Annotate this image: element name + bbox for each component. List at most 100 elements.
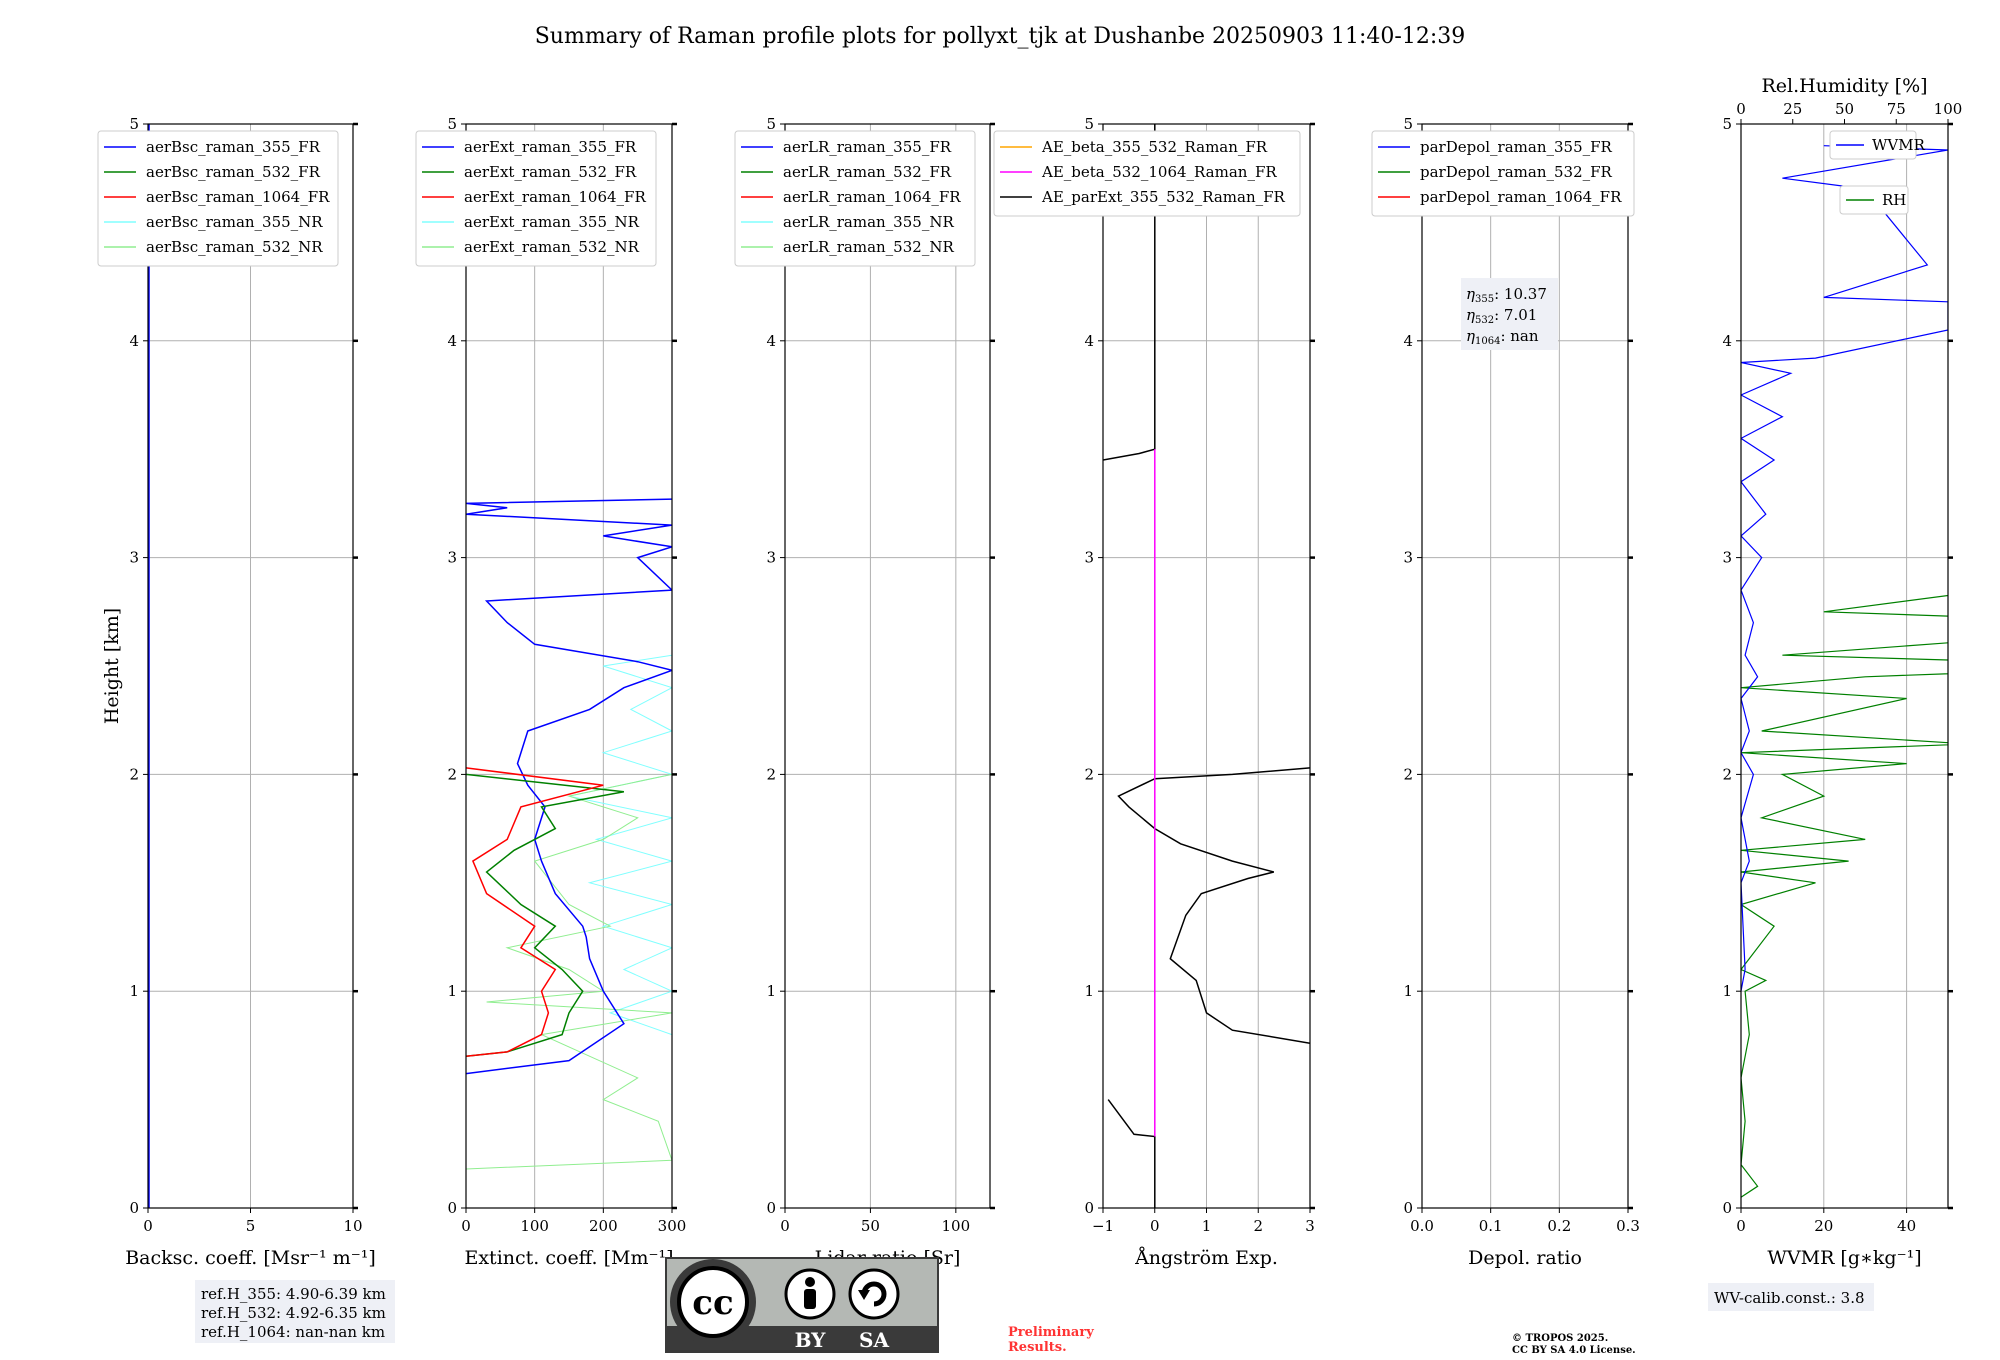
- y-tick-label: 4: [447, 332, 457, 350]
- legend-label: AE_beta_532_1064_Raman_FR: [1041, 163, 1277, 181]
- wv-calib-box: [1708, 1283, 1874, 1311]
- depol-annotation-box: [1461, 278, 1558, 350]
- x-tick-label: 200: [589, 1217, 618, 1235]
- y-tick-label: 2: [1084, 765, 1094, 783]
- cc-logo-text: cc: [692, 1283, 733, 1323]
- x-tick-label: 10: [343, 1217, 362, 1235]
- preliminary-line-1: Preliminary: [1008, 1325, 1094, 1340]
- legend-box: [1829, 130, 1917, 160]
- x-tick-label: 0.0: [1410, 1217, 1434, 1235]
- series-AE_parExt_355_532_Raman_FR: [1117, 767, 1310, 1044]
- x-tick-label: 2: [1253, 1217, 1263, 1235]
- wv-calib-const: WV-calib.const.: 3.8: [1714, 1289, 1865, 1307]
- x-tick-label: 0: [1150, 1217, 1160, 1235]
- by-person-body: [804, 1289, 816, 1309]
- y-tick-label: 0: [766, 1199, 776, 1217]
- y-tick-label: 1: [1722, 982, 1732, 1000]
- x-tick-label: 5: [246, 1217, 256, 1235]
- sa-share-alike-icon: [848, 1268, 900, 1320]
- y-tick-label: 1: [447, 982, 457, 1000]
- legend-label: aerExt_raman_532_FR: [464, 163, 637, 181]
- y-tick-label: 4: [766, 332, 776, 350]
- legend-label: aerBsc_raman_532_FR: [146, 163, 321, 181]
- y-tick-label: 2: [447, 765, 457, 783]
- y-tick-label: 3: [447, 549, 457, 567]
- panel-wv: 0 20 40 0 1 2 3 4 5 WVMR [g∗kg⁻¹] 0 25 50 75 100 Rel.Hu…: [1722, 75, 1962, 1269]
- legend-label: aerLR_raman_532_NR: [783, 238, 954, 256]
- preliminary-line-2: Results.: [1008, 1340, 1067, 1355]
- x-tick-label: 0: [143, 1217, 153, 1235]
- y-tick-label: 5: [447, 115, 457, 133]
- legend-label: aerLR_raman_355_FR: [783, 138, 952, 156]
- legend-label: AE_parExt_355_532_Raman_FR: [1041, 188, 1286, 206]
- ref-height-box: [195, 1280, 395, 1343]
- y-tick-label: 0: [447, 1199, 457, 1217]
- y-tick-label: 2: [1403, 765, 1413, 783]
- legend-label: aerBsc_raman_355_FR: [146, 138, 321, 156]
- x-tick-label: 3: [1305, 1217, 1315, 1235]
- legend-label: aerExt_raman_355_FR: [464, 138, 637, 156]
- depol-annotation-line: η1064: nan: [1466, 327, 1539, 347]
- top-x-axis-label: Rel.Humidity [%]: [1761, 75, 1927, 97]
- by-label: BY: [795, 1328, 827, 1352]
- y-tick-label: 3: [1084, 549, 1094, 567]
- top-x-tick-label: 50: [1835, 100, 1854, 118]
- y-tick-label: 5: [1403, 115, 1413, 133]
- sa-label: SA: [859, 1328, 889, 1352]
- legend-label: parDepol_raman_355_FR: [1420, 138, 1613, 156]
- y-tick-label: 4: [1403, 332, 1413, 350]
- legend-label: aerLR_raman_532_FR: [783, 163, 952, 181]
- y-tick-label: 5: [129, 115, 139, 133]
- legend-label: aerExt_raman_355_NR: [464, 213, 640, 231]
- y-tick-label: 1: [1084, 982, 1094, 1000]
- y-tick-label: 4: [129, 332, 139, 350]
- y-tick-label: 3: [1722, 549, 1732, 567]
- y-tick-label: 5: [766, 115, 776, 133]
- legend-label: aerExt_raman_532_NR: [464, 238, 640, 256]
- legend-box: [415, 130, 657, 267]
- top-x-tick-label: 75: [1887, 100, 1906, 118]
- x-tick-label: 0: [461, 1217, 471, 1235]
- x-tick-label: 1: [1202, 1217, 1212, 1235]
- series-aerExt_raman_532_FR: [466, 773, 625, 1057]
- legend-box: [993, 130, 1301, 217]
- y-tick-label: 1: [766, 982, 776, 1000]
- x-tick-label: 50: [861, 1217, 880, 1235]
- depol-annotation-line: η355: 10.37: [1466, 285, 1547, 305]
- series-RH: [1741, 556, 1948, 1198]
- axes-frame: [1740, 123, 1949, 1209]
- ref-h-355: ref.H_355: 4.90-6.39 km: [201, 1285, 386, 1303]
- y-tick-label: 4: [1084, 332, 1094, 350]
- legend-label: parDepol_raman_532_FR: [1420, 163, 1613, 181]
- legend-box: [1371, 130, 1635, 217]
- series-aerExt_raman_355_NR: [568, 654, 672, 1036]
- y-tick-label: 2: [129, 765, 139, 783]
- cc-by-sa-badge[interactable]: cc BY SA: [665, 1257, 939, 1353]
- x-tick-label: −1: [1092, 1217, 1114, 1235]
- x-tick-label: 40: [1897, 1217, 1916, 1235]
- legend-label: RH: [1882, 191, 1906, 209]
- ref-h-1064: ref.H_1064: nan-nan km: [201, 1323, 385, 1341]
- x-axis-label: Depol. ratio: [1468, 1247, 1582, 1269]
- figure-title: Summary of Raman profile plots for polly…: [535, 24, 1466, 49]
- legend-label: aerLR_raman_1064_FR: [783, 188, 961, 206]
- top-x-tick-label: 0: [1736, 100, 1746, 118]
- y-tick-label: 3: [1403, 549, 1413, 567]
- y-axis-label: Height [km]: [101, 608, 123, 724]
- series-AE_parExt_355_532_Raman_FR: [1107, 1099, 1156, 1208]
- x-tick-label: 0.1: [1479, 1217, 1503, 1235]
- panel-lr: 050100012345Lidar ratio [Sr]aerLR_raman_…: [734, 115, 995, 1269]
- x-axis-label: Extinct. coeff. [Mm⁻¹]: [464, 1247, 673, 1269]
- top-x-tick-label: 25: [1783, 100, 1802, 118]
- series-aerExt_raman_1064_FR: [466, 767, 604, 1057]
- legend-label: parDepol_raman_1064_FR: [1420, 188, 1622, 206]
- series-aerExt_raman_355_FR: [466, 498, 672, 1075]
- x-axis-label: Ångström Exp.: [1134, 1247, 1278, 1269]
- y-tick-label: 3: [766, 549, 776, 567]
- y-tick-label: 0: [129, 1199, 139, 1217]
- axes-frame: [784, 123, 991, 1209]
- legend-label: aerBsc_raman_355_NR: [146, 213, 323, 231]
- depol-annotation-line: η532: 7.01: [1466, 306, 1537, 326]
